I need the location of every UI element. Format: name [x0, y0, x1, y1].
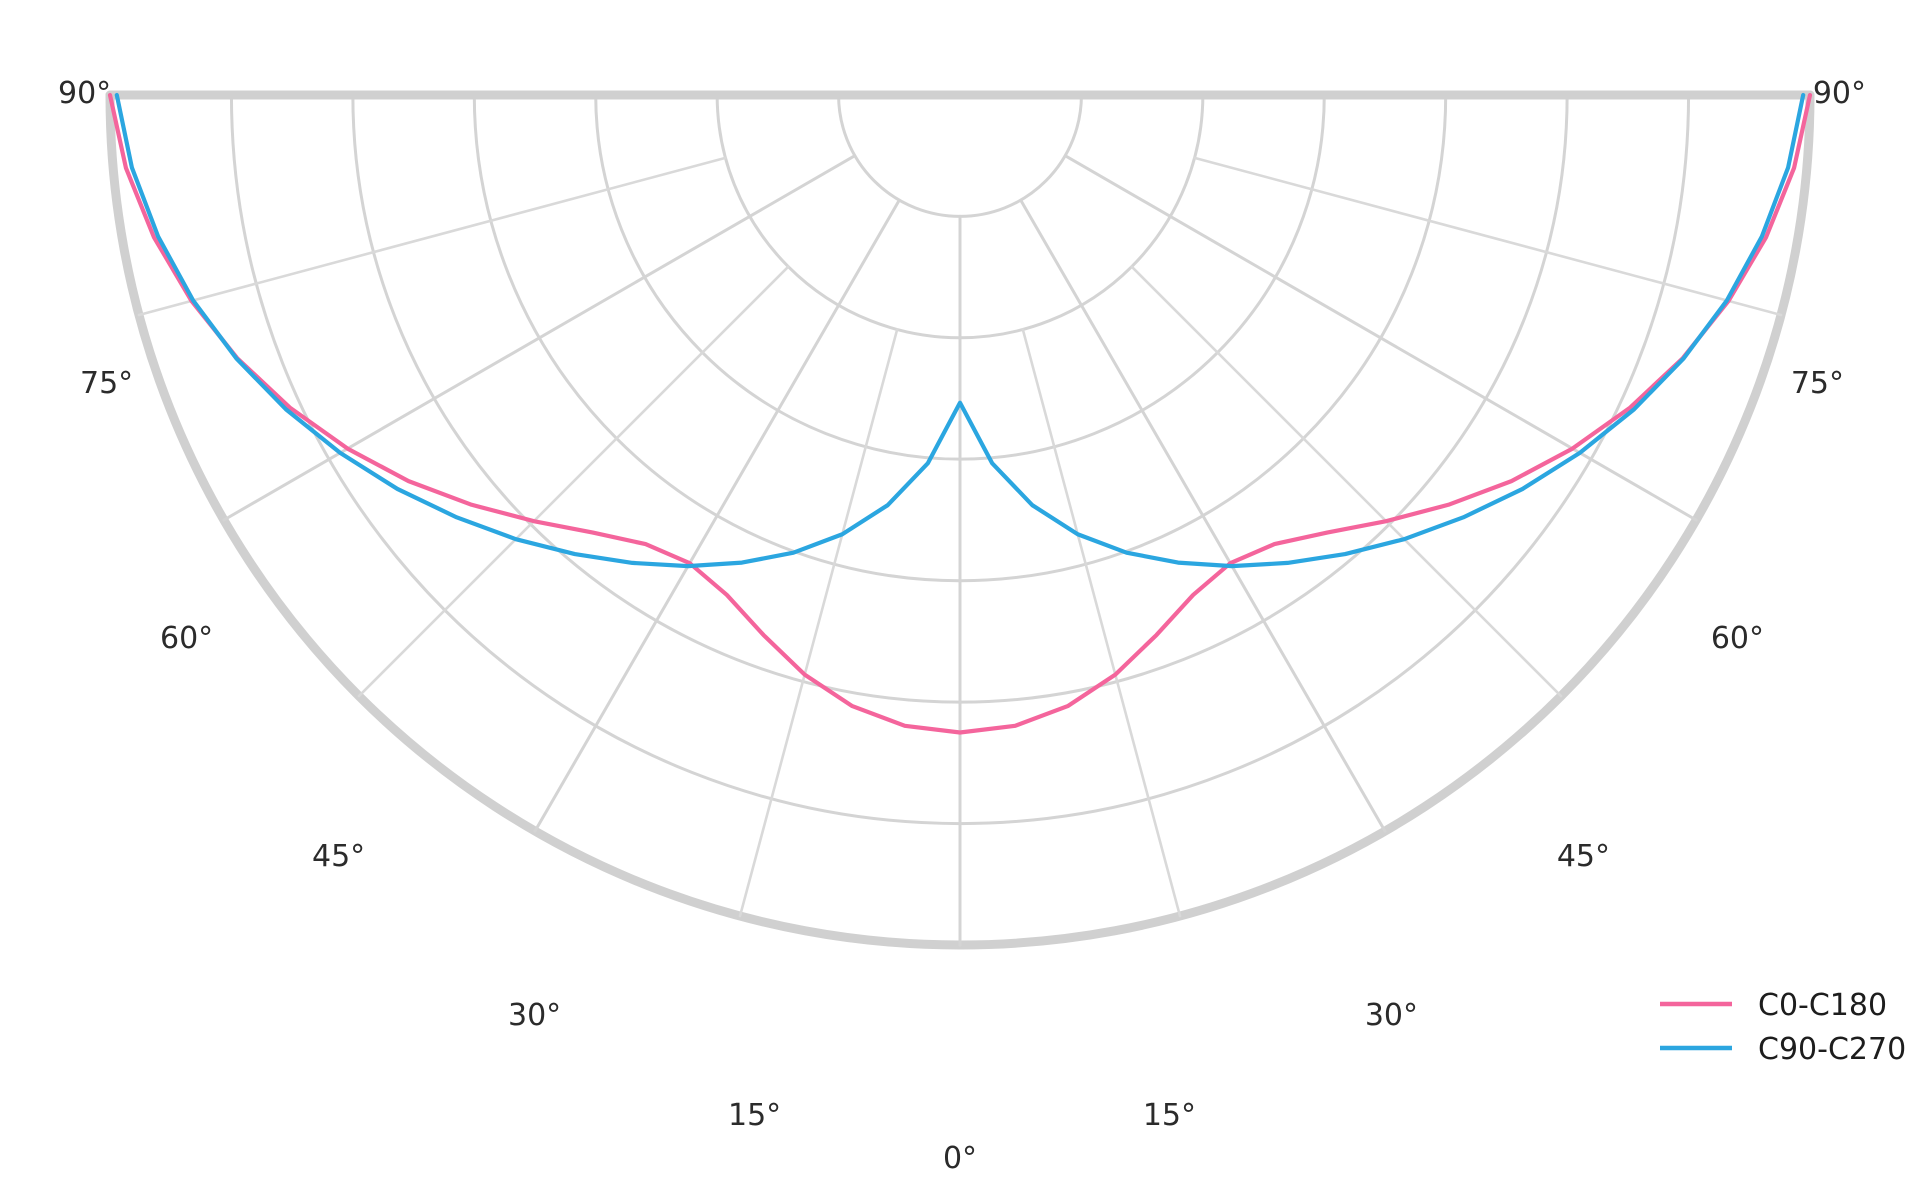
polar-grid-spoke	[222, 154, 857, 522]
angle-label-left-0: 90°	[58, 76, 111, 111]
polar-grid-spoke	[1019, 198, 1387, 833]
legend-label-c0-c180: C0-C180	[1758, 988, 1887, 1023]
series-curve-c90-c270	[114, 92, 1806, 569]
angle-tick-labels: 90° 75° 60° 45° 30° 15° 15° 30° 45° 60° 75° 90° 0°	[58, 76, 1866, 1176]
angle-label-right-3: 60°	[1711, 621, 1764, 656]
angle-label-right-0: 15°	[1143, 1098, 1196, 1133]
angle-label-left-3: 45°	[312, 839, 365, 874]
polar-grid-spoke	[533, 198, 901, 833]
chart-legend: C0-C180 C90-C270	[1660, 988, 1906, 1067]
polar-grid-spoke	[1063, 154, 1698, 522]
polar-grid-spoke	[1021, 328, 1182, 918]
polar-grid-spoke	[137, 156, 727, 317]
legend-label-c90-c270: C90-C270	[1758, 1032, 1906, 1067]
angle-label-left-4: 30°	[508, 998, 561, 1033]
angle-label-bottom-0: 0°	[943, 1141, 977, 1176]
angle-label-right-4: 75°	[1791, 366, 1844, 401]
polar-grid-spoke	[738, 328, 899, 918]
polar-grid-spoke	[357, 265, 790, 698]
polar-grid-ring	[837, 93, 1083, 218]
angle-label-left-2: 60°	[160, 621, 213, 656]
series-curve-c0-c180	[107, 92, 1813, 735]
angle-label-right-1: 30°	[1365, 998, 1418, 1033]
polar-series-layer	[107, 92, 1813, 735]
legend-item[interactable]: C0-C180	[1660, 988, 1887, 1023]
polar-grid	[105, 90, 1815, 950]
polar-grid-spoke	[1130, 265, 1563, 698]
polar-grid-spoke	[1193, 156, 1783, 317]
angle-label-left-1: 75°	[80, 366, 133, 401]
angle-label-right-5: 90°	[1813, 76, 1866, 111]
legend-item[interactable]: C90-C270	[1660, 1032, 1906, 1067]
angle-label-right-2: 45°	[1557, 839, 1610, 874]
angle-label-left-5: 15°	[728, 1098, 781, 1133]
